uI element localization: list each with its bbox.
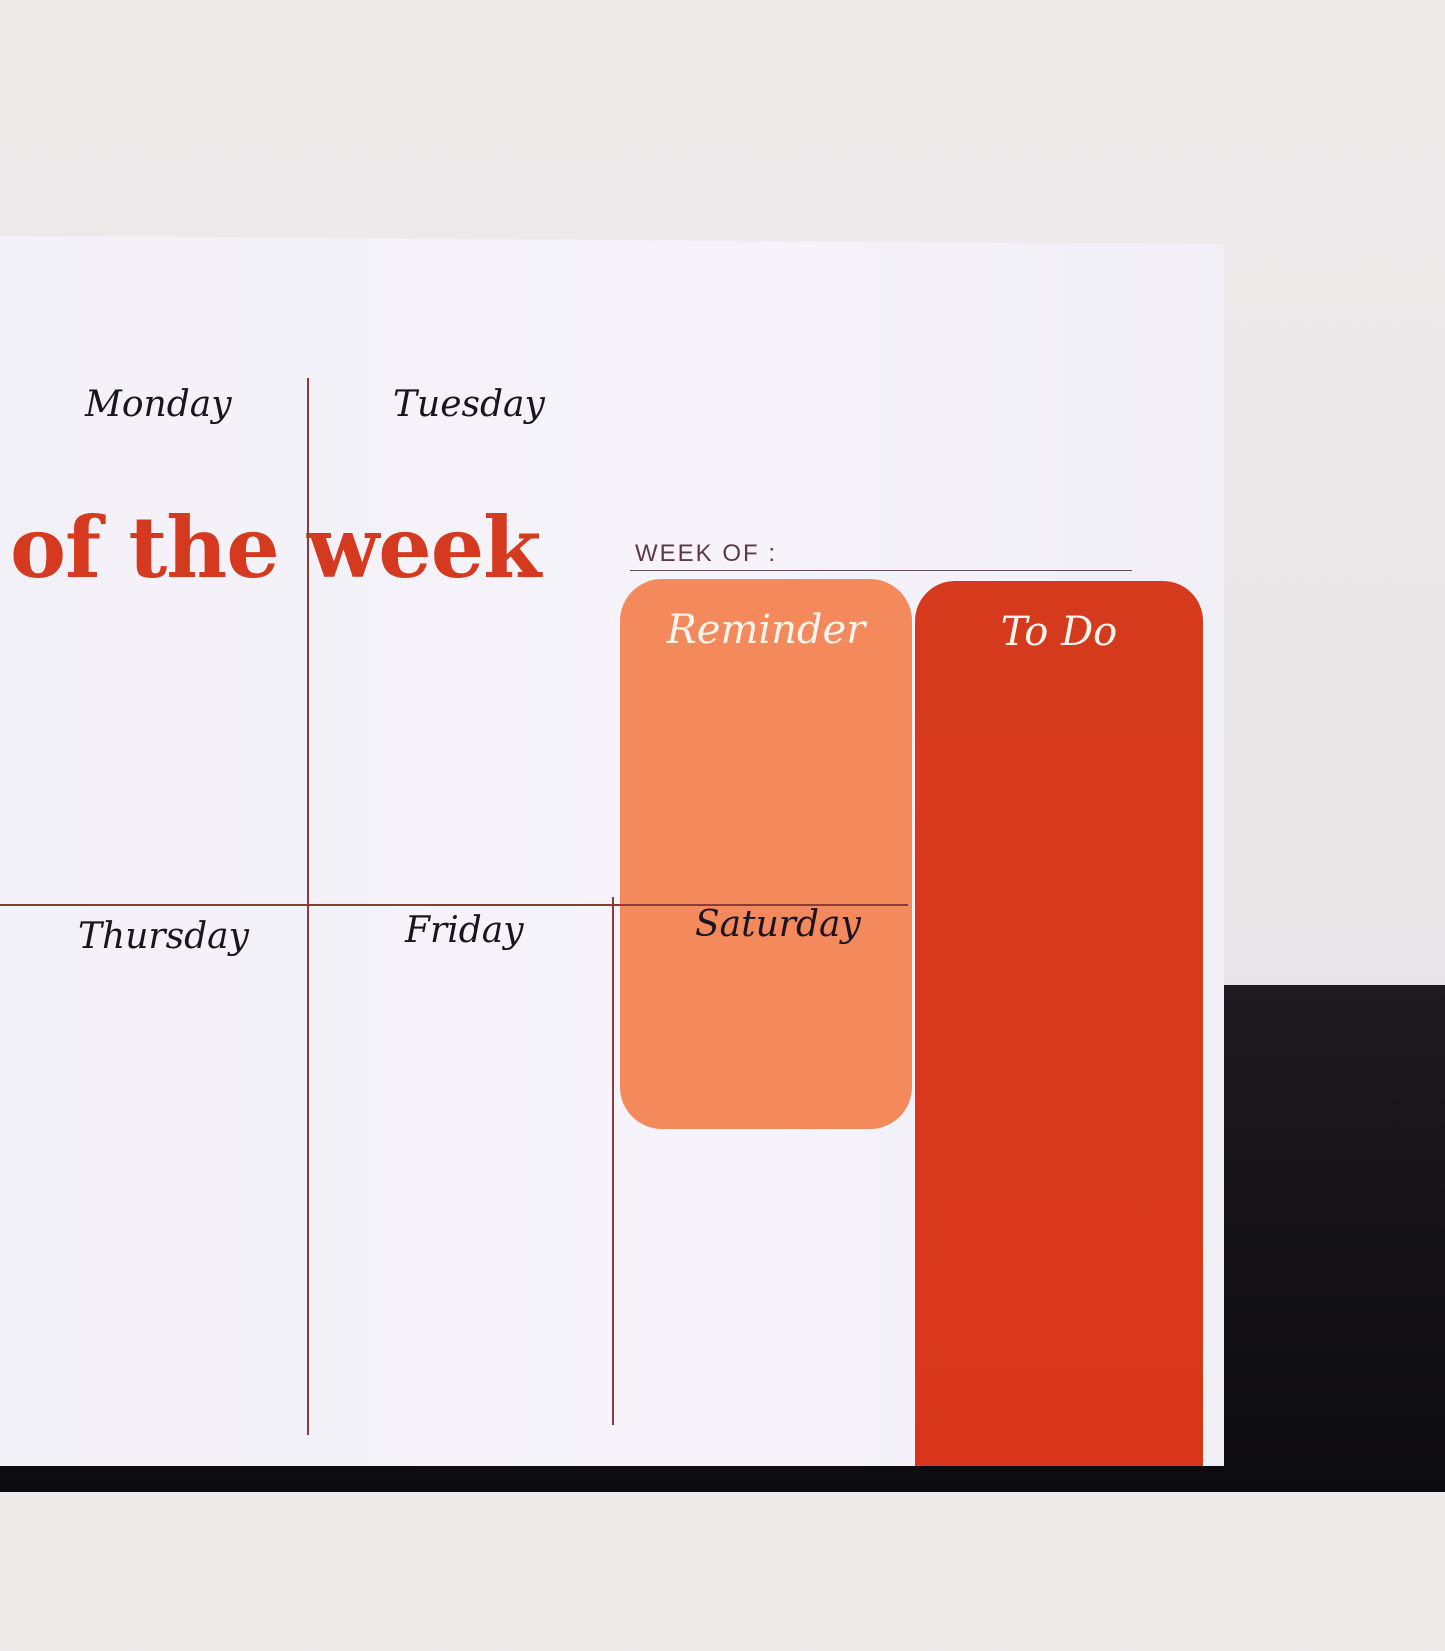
todo-box: To Do xyxy=(915,581,1203,1466)
divider-vertical xyxy=(612,897,614,1425)
week-of-label: WEEK OF : xyxy=(635,540,778,567)
divider-vertical xyxy=(307,378,309,1435)
day-thursday: Thursday xyxy=(78,916,249,957)
planner-title: of the week xyxy=(10,498,541,597)
divider-horizontal xyxy=(0,904,908,906)
planner-sheet: of the week WEEK OF : Reminder To Do Mon… xyxy=(0,236,1224,1466)
week-of-line xyxy=(630,570,1132,571)
day-monday: Monday xyxy=(85,384,232,425)
day-saturday: Saturday xyxy=(695,904,861,945)
reminder-box: Reminder xyxy=(620,579,912,1129)
day-friday: Friday xyxy=(405,910,524,951)
day-tuesday: Tuesday xyxy=(393,384,545,425)
reminder-label: Reminder xyxy=(666,607,866,653)
todo-label: To Do xyxy=(1000,609,1118,655)
